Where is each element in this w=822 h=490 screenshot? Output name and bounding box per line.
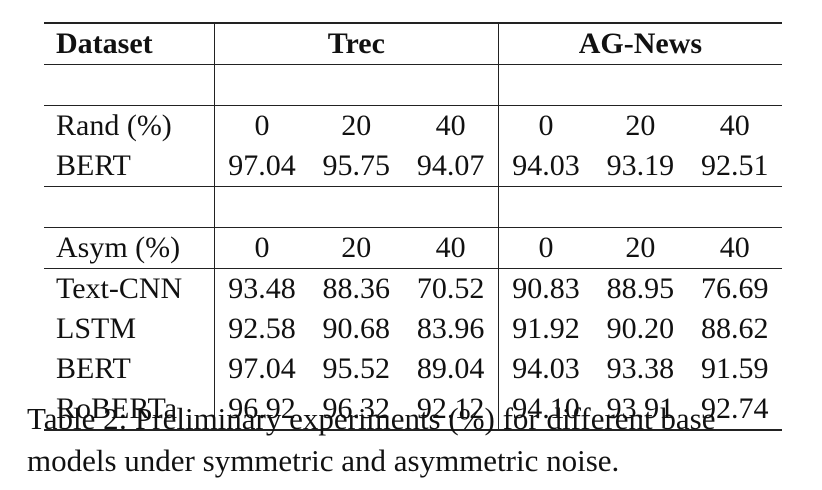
level-cell: 40 xyxy=(403,227,499,269)
value-cell: 94.10 xyxy=(498,389,594,431)
level-cell: 40 xyxy=(403,105,499,146)
value-cell: 76.69 xyxy=(701,272,769,305)
value-cell: 88.95 xyxy=(606,272,675,305)
block-gap xyxy=(44,186,782,228)
model-name: Text-CNN xyxy=(44,268,215,309)
value-cell: 92.74 xyxy=(687,389,782,431)
table-row: RoBERTa 96.92 96.32 92.12 94.10 93.91 92… xyxy=(44,389,782,431)
value-cell: 91.92 xyxy=(512,312,580,345)
rand-levels-row: Rand (%) 0 20 40 0 20 40 xyxy=(44,105,782,146)
value-cell: 90.83 xyxy=(512,272,580,305)
header-gap xyxy=(44,64,782,106)
value-cell: 95.52 xyxy=(322,352,391,385)
table-row: BERT 97.04 95.75 94.07 94.03 93.19 92.51 xyxy=(44,146,782,187)
model-name: LSTM xyxy=(44,309,215,349)
value-cell: 89.04 xyxy=(403,349,499,389)
asym-label: Asym (%) xyxy=(44,227,215,269)
level-cell: 0 xyxy=(254,109,270,142)
table-row: Text-CNN 93.48 88.36 70.52 90.83 88.95 7… xyxy=(44,268,782,309)
rand-label: Rand (%) xyxy=(44,105,215,146)
table-caption: Table 2: Preliminary experiments (%) for… xyxy=(27,401,716,478)
value-cell: 92.58 xyxy=(228,312,296,345)
level-cell: 40 xyxy=(719,109,750,142)
value-cell: 88.62 xyxy=(701,312,769,345)
table-row: BERT 97.04 95.52 89.04 94.03 93.38 91.59 xyxy=(44,349,782,389)
value-cell: 96.32 xyxy=(309,389,404,431)
level-cell: 20 xyxy=(309,227,404,269)
value-cell: 90.68 xyxy=(322,312,391,345)
value-cell: 94.07 xyxy=(403,146,499,187)
value-cell: 93.91 xyxy=(593,389,688,431)
level-cell: 0 xyxy=(498,227,594,269)
model-name: BERT xyxy=(44,349,215,389)
dataset-header: Dataset xyxy=(44,22,215,65)
model-name: BERT xyxy=(44,146,215,187)
model-name: RoBERTa xyxy=(44,389,215,431)
table-header-row: Dataset Trec AG-News xyxy=(44,22,782,65)
level-cell: 20 xyxy=(341,109,372,142)
level-cell: 0 xyxy=(214,227,310,269)
value-cell: 88.36 xyxy=(322,272,391,305)
trec-header: Trec xyxy=(214,22,499,65)
value-cell: 94.03 xyxy=(512,352,580,385)
value-cell: 83.96 xyxy=(403,309,499,349)
level-cell: 20 xyxy=(625,109,656,142)
results-table-container: Dataset Trec AG-News Rand (%) 0 20 40 0 … xyxy=(44,22,782,431)
value-cell: 96.92 xyxy=(214,389,310,431)
value-cell: 90.20 xyxy=(606,312,675,345)
level-cell: 0 xyxy=(538,109,554,142)
asym-levels-row: Asym (%) 0 20 40 0 20 40 xyxy=(44,227,782,269)
value-cell: 95.75 xyxy=(309,146,404,187)
agnews-header: AG-News xyxy=(498,22,782,65)
level-cell: 20 xyxy=(593,227,688,269)
value-cell: 93.19 xyxy=(593,146,688,187)
value-cell: 91.59 xyxy=(701,352,769,385)
value-cell: 94.03 xyxy=(498,146,594,187)
results-table: Dataset Trec AG-News Rand (%) 0 20 40 0 … xyxy=(44,22,782,431)
value-cell: 70.52 xyxy=(403,268,499,309)
level-cell: 40 xyxy=(687,227,782,269)
value-cell: 92.51 xyxy=(687,146,782,187)
value-cell: 92.12 xyxy=(403,389,499,431)
table-row: LSTM 92.58 90.68 83.96 91.92 90.20 88.62 xyxy=(44,309,782,349)
value-cell: 97.04 xyxy=(214,146,310,187)
value-cell: 93.38 xyxy=(606,352,675,385)
value-cell: 93.48 xyxy=(228,272,296,305)
value-cell: 97.04 xyxy=(228,352,296,385)
